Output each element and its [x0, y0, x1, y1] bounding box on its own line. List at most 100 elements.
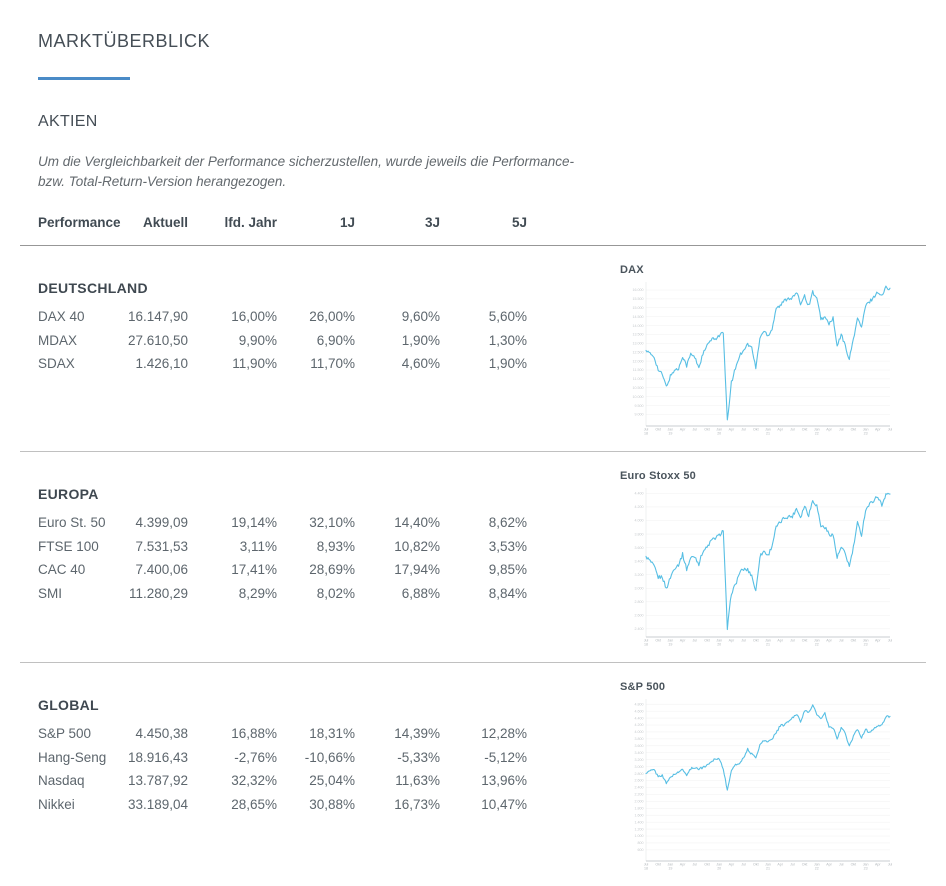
svg-text:Jul: Jul: [741, 428, 746, 432]
svg-text:Okt: Okt: [851, 863, 857, 867]
svg-text:4.800: 4.800: [635, 702, 644, 706]
svg-text:Apr: Apr: [826, 639, 832, 643]
svg-text:Okt: Okt: [802, 639, 808, 643]
svg-text:Apr: Apr: [826, 863, 832, 867]
row-value: 9,60%: [401, 309, 440, 324]
column-header-3j: 3J: [424, 215, 440, 230]
table-divider: [20, 245, 926, 246]
svg-text:Jul: Jul: [888, 428, 892, 432]
svg-text:Jul: Jul: [692, 428, 697, 432]
disclaimer-line-1: Um die Vergleichbarkeit der Performance …: [38, 154, 574, 169]
svg-text:10.500: 10.500: [633, 386, 644, 390]
svg-text:4.200: 4.200: [635, 505, 644, 509]
svg-text:4.000: 4.000: [635, 730, 644, 734]
row-value: 6,88%: [401, 585, 440, 601]
svg-text:15.500: 15.500: [633, 297, 644, 301]
row-label: Euro St. 50: [38, 515, 106, 530]
svg-text:Apr: Apr: [826, 428, 832, 432]
table-row: S&P 500 4.450,38 16,88% 18,31% 14,39% 12,28%: [38, 722, 538, 746]
svg-text:600: 600: [638, 848, 644, 852]
row-value: 11.280,29: [128, 585, 188, 601]
row-label: Nikkei: [38, 796, 75, 812]
row-value: 13,96%: [481, 773, 527, 788]
row-value: 17,41%: [231, 562, 277, 577]
svg-text:Apr: Apr: [875, 863, 881, 867]
svg-text:Apr: Apr: [680, 428, 686, 432]
row-value: 3,53%: [488, 538, 527, 554]
row-value: 1,30%: [488, 332, 527, 348]
svg-text:12.500: 12.500: [633, 350, 644, 354]
section-title: GLOBAL: [38, 697, 99, 713]
index-chart: 4.800 4.600 4.400 4.200 4.000 3.800 3.600 3.400…: [635, 699, 892, 871]
row-value: 28,65%: [231, 796, 277, 812]
svg-text:3.400: 3.400: [635, 751, 644, 755]
row-value: 32,10%: [309, 515, 355, 530]
row-label: MDAX: [38, 332, 78, 348]
svg-text:Jul: Jul: [790, 639, 795, 643]
row-label: Nasdaq: [38, 773, 85, 788]
svg-text:2.800: 2.800: [635, 772, 644, 776]
row-value: 7.531,53: [135, 538, 188, 554]
svg-text:1.600: 1.600: [635, 813, 644, 817]
row-value: 14,39%: [394, 726, 440, 741]
svg-text:3.400: 3.400: [635, 559, 644, 563]
svg-text:3.000: 3.000: [635, 586, 644, 590]
svg-text:2.800: 2.800: [635, 600, 644, 604]
svg-text:Apr: Apr: [875, 428, 881, 432]
row-value: -5,12%: [484, 749, 527, 765]
svg-text:Apr: Apr: [729, 428, 735, 432]
svg-text:3.000: 3.000: [635, 765, 644, 769]
svg-text:1.000: 1.000: [635, 834, 644, 838]
section-chart: Euro Stoxx 50 4.400 4.200 4.000 3.800 3.600 3…: [620, 464, 912, 650]
row-value: 1,90%: [488, 356, 527, 371]
svg-text:3.600: 3.600: [635, 744, 644, 748]
svg-text:4.000: 4.000: [635, 519, 644, 523]
svg-text:Jul: Jul: [790, 863, 795, 867]
svg-text:Apr: Apr: [680, 639, 686, 643]
svg-text:2.000: 2.000: [635, 800, 644, 804]
sections-container: DEUTSCHLAND DAX 40 16.147,90 16,00% 26,00% 9…: [20, 246, 926, 886]
svg-text:Okt: Okt: [704, 639, 710, 643]
svg-text:1.800: 1.800: [635, 806, 644, 810]
svg-text:14.000: 14.000: [633, 324, 644, 328]
row-value: 33.189,04: [127, 796, 188, 812]
svg-text:14.500: 14.500: [633, 315, 644, 319]
row-value: 27.610,50: [127, 332, 188, 348]
svg-text:Apr: Apr: [875, 639, 881, 643]
row-value: 7.400,06: [135, 562, 188, 577]
row-value: 4,60%: [401, 356, 440, 371]
column-header-1j: 1J: [339, 215, 355, 230]
svg-text:Okt: Okt: [655, 863, 661, 867]
row-value: 25,04%: [309, 773, 355, 788]
row-value: 16,00%: [231, 309, 277, 324]
chart-title: S&P 500: [620, 681, 666, 693]
svg-text:Jul: Jul: [692, 639, 697, 643]
row-value: 4.450,38: [135, 726, 188, 741]
table-row: FTSE 100 7.531,53 3,11% 8,93% 10,82% 3,53%: [38, 535, 538, 559]
row-value: 11,63%: [395, 773, 440, 788]
row-value: 8,62%: [488, 515, 527, 530]
row-value: -10,66%: [304, 749, 355, 765]
column-header-aktuell: Aktuell: [142, 215, 188, 230]
svg-text:4.600: 4.600: [635, 709, 644, 713]
row-label: Hang-Seng: [38, 749, 107, 765]
row-value: 13.787,92: [127, 773, 188, 788]
row-value: 18,31%: [309, 726, 355, 741]
row-label: FTSE 100: [38, 538, 99, 554]
stocks-heading: AKTIEN: [38, 113, 98, 130]
row-value: 16,73%: [394, 796, 440, 812]
svg-text:4.400: 4.400: [635, 716, 644, 720]
svg-text:9.000: 9.000: [635, 413, 644, 417]
svg-text:Okt: Okt: [802, 863, 808, 867]
column-header-lfd-jahr: lfd. Jahr: [224, 215, 277, 230]
svg-text:11.000: 11.000: [633, 377, 644, 381]
disclaimer-line-2: bzw. Total-Return-Version herangezogen.: [38, 174, 287, 189]
